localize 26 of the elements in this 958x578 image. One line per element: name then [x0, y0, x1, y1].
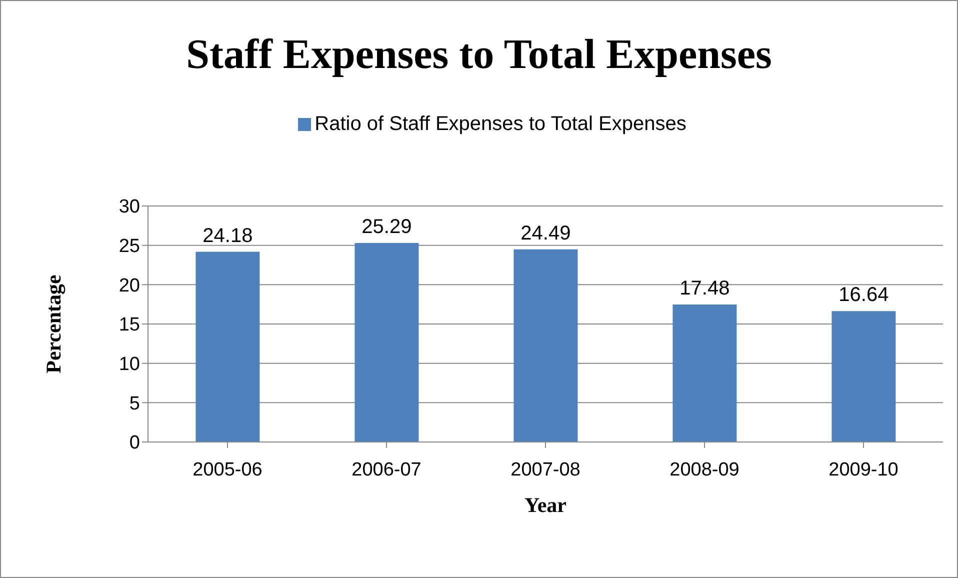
data-label: 24.49	[520, 222, 571, 244]
x-tick-label: 2007-08	[510, 459, 580, 480]
y-tick-label: 15	[118, 314, 140, 336]
data-label: 17.48	[680, 277, 730, 300]
bar	[196, 252, 260, 442]
y-tick-label: 5	[129, 393, 140, 414]
bar	[354, 243, 419, 442]
y-tick-label: 25	[118, 236, 140, 258]
bar	[514, 249, 578, 442]
legend-label: Ratio of Staff Expenses to Total Expenses	[314, 113, 686, 135]
y-tick-label: 10	[118, 354, 140, 376]
bar	[832, 311, 896, 442]
x-tick-label: 2008-09	[670, 459, 740, 480]
chart-title: Staff Expenses to Total Expenses	[185, 31, 773, 79]
data-label: 25.29	[362, 216, 412, 238]
y-tick-label: 20	[118, 275, 140, 296]
data-label: 24.18	[202, 224, 253, 247]
x-tick-label: 2005-06	[192, 459, 262, 480]
x-axis-title: Year	[524, 493, 566, 517]
y-tick-label: 0	[129, 432, 140, 454]
y-axis-title: Percentage	[41, 274, 66, 374]
bar	[672, 304, 737, 442]
x-tick-label: 2006-07	[352, 459, 422, 480]
data-label: 16.64	[838, 284, 889, 306]
x-tick-label: 2009-10	[828, 459, 898, 480]
y-tick-label: 30	[118, 196, 140, 218]
